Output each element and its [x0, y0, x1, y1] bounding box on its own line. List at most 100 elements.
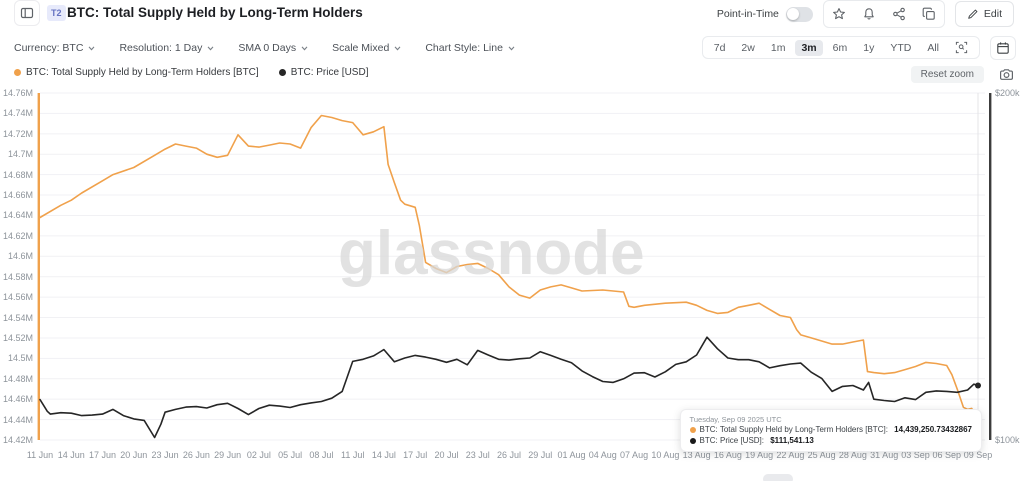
- legend-dot: [278, 69, 286, 76]
- legend: BTC: Total Supply Held by Long-Term Hold…: [14, 67, 368, 78]
- legend-label: BTC: Total Supply Held by Long-Term Hold…: [26, 67, 259, 78]
- y-axis-label-left: 14.66M: [2, 190, 33, 201]
- pencil-icon: [968, 9, 978, 19]
- range-button-1y[interactable]: 1y: [863, 41, 875, 54]
- alerts-button[interactable]: [854, 1, 884, 27]
- tooltip-row: BTC: Total Supply Held by Long-Term Hold…: [689, 425, 972, 436]
- range-button-6m[interactable]: 6m: [832, 41, 848, 54]
- x-axis-label: 08 Jul: [309, 450, 334, 460]
- chart-style-dropdown[interactable]: Chart Style: Line: [425, 42, 515, 54]
- star-icon: [832, 8, 845, 20]
- x-axis-label: 20 Jun: [120, 450, 148, 460]
- x-axis-label: 26 Jul: [496, 450, 522, 460]
- zoom-select-button[interactable]: [949, 39, 974, 56]
- x-axis-label: 25 Aug: [807, 450, 836, 460]
- dropdown-label: SMA 0 Days: [238, 42, 297, 54]
- reset-zoom-button[interactable]: Reset zoom: [910, 66, 984, 83]
- tooltip-value: $111,541.13: [770, 435, 814, 445]
- y-axis-label-left: 14.72M: [2, 128, 33, 139]
- bell-icon: [864, 8, 874, 20]
- time-range-group: 7d 2w 1m 3m 6m 1y YTD All: [701, 36, 980, 59]
- sidebar-toggle-button[interactable]: [14, 0, 40, 26]
- range-button-all[interactable]: All: [927, 41, 939, 54]
- range-button-1m[interactable]: 1m: [770, 41, 786, 54]
- tooltip-series-dot: [689, 437, 696, 444]
- x-axis-label: 01 Aug: [557, 450, 586, 460]
- chart-action-group: [822, 0, 945, 28]
- x-axis-label: 10 Aug: [651, 450, 680, 460]
- x-axis-label: 31 Aug: [870, 450, 899, 460]
- x-axis-label: 05 Jul: [278, 450, 303, 460]
- scale-dropdown[interactable]: Scale Mixed: [332, 42, 401, 54]
- share-button[interactable]: [884, 1, 914, 27]
- sma-dropdown[interactable]: SMA 0 Days: [238, 42, 308, 54]
- y-axis-label-left: 14.6M: [7, 251, 33, 262]
- x-axis-label: 06 Sep: [932, 450, 961, 460]
- point-in-time-label: Point-in-Time: [716, 8, 779, 20]
- y-axis-label-left: 14.54M: [2, 312, 33, 323]
- y-axis-label-left: 14.7M: [7, 149, 33, 160]
- dropdown-label: Currency: BTC: [14, 42, 84, 54]
- x-axis-label: 13 Aug: [682, 450, 711, 460]
- x-axis-label: 26 Jun: [182, 450, 210, 460]
- range-button-ytd[interactable]: YTD: [890, 41, 912, 54]
- y-axis-label-left: 14.58M: [2, 271, 33, 282]
- tooltip-value: 14,439,250.73432867: [894, 425, 972, 434]
- x-axis-label: 20 Jul: [434, 450, 459, 460]
- hover-point-marker: [975, 382, 981, 389]
- x-axis-label: 14 Jun: [57, 450, 85, 460]
- tooltip-series-dot: [689, 427, 696, 434]
- series-line: [39, 336, 979, 439]
- y-axis-label-left: 14.74M: [2, 108, 33, 119]
- tier-badge: T2: [47, 5, 66, 21]
- x-axis-label: 17 Jun: [89, 450, 117, 460]
- header: T2 BTC: Total Supply Held by Long-Term H…: [0, 0, 1024, 28]
- left-axis-bar: [37, 93, 40, 440]
- chart-toolbar: Currency: BTC Resolution: 1 Day SMA 0 Days…: [0, 36, 1024, 60]
- legend-row: BTC: Total Supply Held by Long-Term Hold…: [0, 66, 1024, 83]
- x-axis-label: 02 Jul: [246, 450, 271, 460]
- legend-label: BTC: Price [USD]: [290, 67, 369, 78]
- legend-item[interactable]: BTC: Total Supply Held by Long-Term Hold…: [14, 67, 259, 78]
- edit-button[interactable]: Edit: [954, 1, 1014, 27]
- chart-tooltip: Tuesday, Sep 09 2025 UTC BTC: Total Supp…: [679, 409, 982, 452]
- x-axis-label: 14 Jul: [371, 450, 396, 460]
- range-button-7d[interactable]: 7d: [713, 41, 726, 54]
- favorite-button[interactable]: [824, 1, 854, 27]
- tooltip-row: BTC: Price [USD]: $111,541.13: [689, 435, 972, 447]
- camera-icon: [1000, 69, 1013, 80]
- page-title: BTC: Total Supply Held by Long-Term Hold…: [67, 5, 363, 20]
- tooltip-date: Tuesday, Sep 09 2025 UTC: [689, 415, 782, 424]
- legend-item[interactable]: BTC: Price [USD]: [278, 67, 369, 78]
- y-axis-label-left: 14.52M: [2, 332, 33, 343]
- tooltip-label: BTC: Total Supply Held by Long-Term Hold…: [699, 425, 891, 434]
- duplicate-button[interactable]: [914, 1, 944, 27]
- x-axis-label: 19 Aug: [745, 450, 774, 460]
- screenshot-button[interactable]: [999, 67, 1014, 82]
- range-button-3m[interactable]: 3m: [795, 39, 823, 56]
- currency-dropdown[interactable]: Currency: BTC: [14, 42, 95, 54]
- x-axis-label: 04 Aug: [588, 450, 617, 460]
- copy-icon: [922, 7, 935, 20]
- y-axis-label-left: 14.76M: [2, 88, 33, 98]
- point-in-time-toggle[interactable]: [785, 6, 813, 22]
- y-axis-label-left: 14.62M: [2, 230, 33, 241]
- right-axis-bar: [989, 93, 992, 440]
- scroll-handle[interactable]: [763, 474, 793, 481]
- y-axis-label-left: 14.68M: [2, 169, 33, 180]
- resolution-dropdown[interactable]: Resolution: 1 Day: [119, 42, 214, 54]
- edit-button-label: Edit: [983, 8, 1002, 20]
- x-axis-label: 11 Jun: [26, 450, 54, 460]
- range-button-2w[interactable]: 2w: [741, 41, 755, 54]
- y-axis-label-right: $200k: [995, 88, 1020, 98]
- dropdown-label: Scale Mixed: [332, 42, 390, 54]
- dropdown-label: Chart Style: Line: [425, 42, 503, 54]
- x-axis-label: 23 Jun: [151, 450, 179, 460]
- sidebar-icon: [20, 7, 34, 19]
- date-picker-button[interactable]: [990, 36, 1016, 60]
- y-axis-label-right: $100k: [995, 435, 1020, 445]
- y-axis-label-left: 14.5M: [7, 353, 33, 364]
- series-line: [39, 114, 979, 422]
- dropdown-label: Resolution: 1 Day: [119, 42, 203, 54]
